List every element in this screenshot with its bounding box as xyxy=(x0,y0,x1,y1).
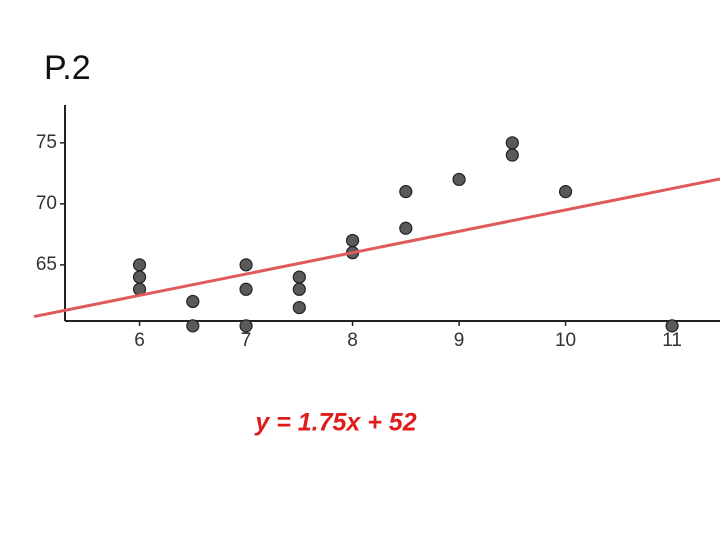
point xyxy=(292,270,306,284)
x-tick-label: 11 xyxy=(662,330,682,351)
point xyxy=(239,258,253,272)
point xyxy=(292,300,306,315)
point xyxy=(239,282,253,296)
x-tick-label: 10 xyxy=(555,330,576,351)
point xyxy=(292,282,306,296)
equation: y = 1.75x + 52 xyxy=(253,409,416,437)
point xyxy=(186,294,200,309)
point xyxy=(558,185,573,199)
point xyxy=(186,319,200,333)
point xyxy=(452,172,466,187)
point xyxy=(132,270,147,284)
point xyxy=(345,233,360,248)
trend-line xyxy=(33,177,720,319)
point xyxy=(665,319,679,333)
x-tick-label: 6 xyxy=(134,330,145,351)
y-tick-label: 75 xyxy=(36,132,57,153)
y-tick-label: 65 xyxy=(36,254,57,275)
point xyxy=(132,258,147,272)
point xyxy=(399,185,413,199)
point xyxy=(239,319,253,333)
x-tick-label: 8 xyxy=(347,330,358,351)
y-tick-label: 70 xyxy=(36,193,57,214)
x-tick-label: 9 xyxy=(454,330,465,351)
point xyxy=(399,221,413,235)
point xyxy=(505,136,519,150)
x-tick-label: 7 xyxy=(241,330,252,351)
point xyxy=(505,148,519,162)
slide-title: P.2 xyxy=(44,49,91,87)
